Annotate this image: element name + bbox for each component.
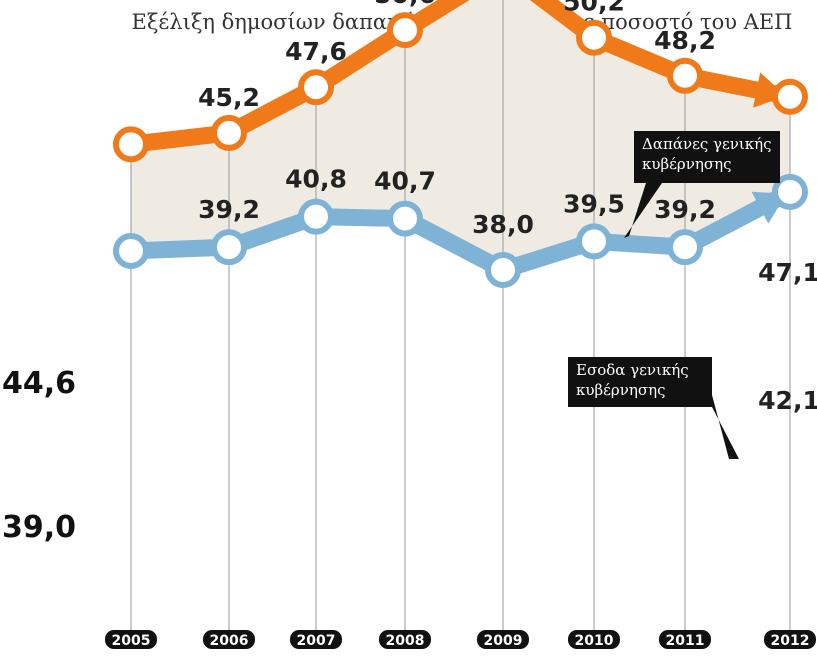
point-revenue-2011 <box>667 229 703 266</box>
point-revenue-2012 <box>772 173 808 210</box>
x-tick-2011: 2011 <box>659 630 711 649</box>
point-revenue-2007 <box>298 198 334 235</box>
year-pill-2009 <box>477 630 529 649</box>
legend-box-expenditure <box>634 131 780 183</box>
point-expenditure-2005 <box>113 126 149 163</box>
x-tick-2006: 2006 <box>203 630 255 649</box>
year-pill-2011 <box>659 630 711 649</box>
label-revenue-2010: 39,5 <box>563 189 625 218</box>
legend: Δαπάνες γενικής κυβέρνησης Εσοδα γενικής κυ… <box>568 131 780 459</box>
label-revenue-2009: 38,0 <box>472 210 534 239</box>
point-revenue-2005 <box>113 232 149 269</box>
label-revenue-2011: 39,2 <box>654 195 716 224</box>
year-pill-2008 <box>379 630 431 649</box>
series-revenue <box>113 173 808 288</box>
legend-label-revenue-1: Εσοδα γενικής <box>576 361 689 379</box>
x-tick-2005: 2005 <box>105 630 157 649</box>
grid-lines <box>130 0 791 632</box>
year-label-2007: 2007 <box>297 633 336 649</box>
legend-label-revenue-2: κυβέρνησης <box>576 381 666 399</box>
point-revenue-2009 <box>485 251 521 288</box>
plot-area-fill <box>131 0 790 270</box>
year-pill-2005 <box>105 630 157 649</box>
legend-pointer-revenue <box>712 395 739 459</box>
year-label-2011: 2011 <box>666 633 705 649</box>
year-label-2010: 2010 <box>575 633 614 649</box>
point-revenue-2006 <box>211 229 247 266</box>
point-expenditure-2008 <box>387 12 423 49</box>
year-label-2009: 2009 <box>484 633 523 649</box>
legend-revenue: Εσοδα γενικής κυβέρνησης <box>568 357 739 459</box>
legend-expenditure: Δαπάνες γενικής κυβέρνησης <box>624 131 780 238</box>
legend-box-revenue <box>568 357 712 407</box>
label-expenditure-2008: 50,6 <box>374 0 436 9</box>
x-tick-2012: 2012 <box>764 630 816 649</box>
point-expenditure-2012 <box>772 78 808 115</box>
year-label-2012: 2012 <box>771 633 810 649</box>
label-expenditure-2006: 45,2 <box>198 83 260 112</box>
label-revenue-2007: 40,8 <box>285 165 347 194</box>
point-expenditure-2011 <box>667 57 703 94</box>
series-expenditure <box>113 0 808 163</box>
year-pill-2012 <box>764 630 816 649</box>
label-revenue-2006: 39,2 <box>198 195 260 224</box>
point-expenditure-2010 <box>576 19 612 56</box>
label-revenue-2005: 39,0 <box>2 510 76 545</box>
label-expenditure-2005: 44,6 <box>2 366 76 401</box>
label-revenue-2012: 42,1 <box>758 386 817 415</box>
data-labels: 44,645,247,650,653,850,248,247,139,039,2… <box>2 0 817 545</box>
legend-label-expenditure-2: κυβέρνησης <box>642 155 732 173</box>
year-pill-2006 <box>203 630 255 649</box>
x-tick-2008: 2008 <box>379 630 431 649</box>
x-axis: 2005 2006 2007 2008 2009 2010 2011 2012 <box>105 630 816 649</box>
x-tick-2010: 2010 <box>568 630 620 649</box>
series-arrow-expenditure <box>753 72 787 108</box>
fill-area <box>131 0 790 270</box>
label-expenditure-2010: 50,2 <box>563 0 625 17</box>
legend-label-expenditure-1: Δαπάνες γενικής <box>642 135 772 153</box>
year-pill-2010 <box>568 630 620 649</box>
point-revenue-2010 <box>576 223 612 260</box>
label-expenditure-2007: 47,6 <box>285 37 347 66</box>
x-tick-2009: 2009 <box>477 630 529 649</box>
year-pill-2007 <box>290 630 342 649</box>
point-expenditure-2006 <box>211 114 247 151</box>
label-expenditure-2012: 47,1 <box>758 258 817 287</box>
label-revenue-2008: 40,7 <box>374 167 436 196</box>
year-label-2006: 2006 <box>210 633 249 649</box>
label-expenditure-2011: 48,2 <box>654 26 716 55</box>
year-label-2008: 2008 <box>386 633 425 649</box>
point-expenditure-2007 <box>298 69 334 106</box>
point-revenue-2008 <box>387 200 423 237</box>
year-label-2005: 2005 <box>112 633 151 649</box>
x-tick-2007: 2007 <box>290 630 342 649</box>
series-layer <box>113 0 808 288</box>
legend-pointer-expenditure <box>624 183 662 238</box>
